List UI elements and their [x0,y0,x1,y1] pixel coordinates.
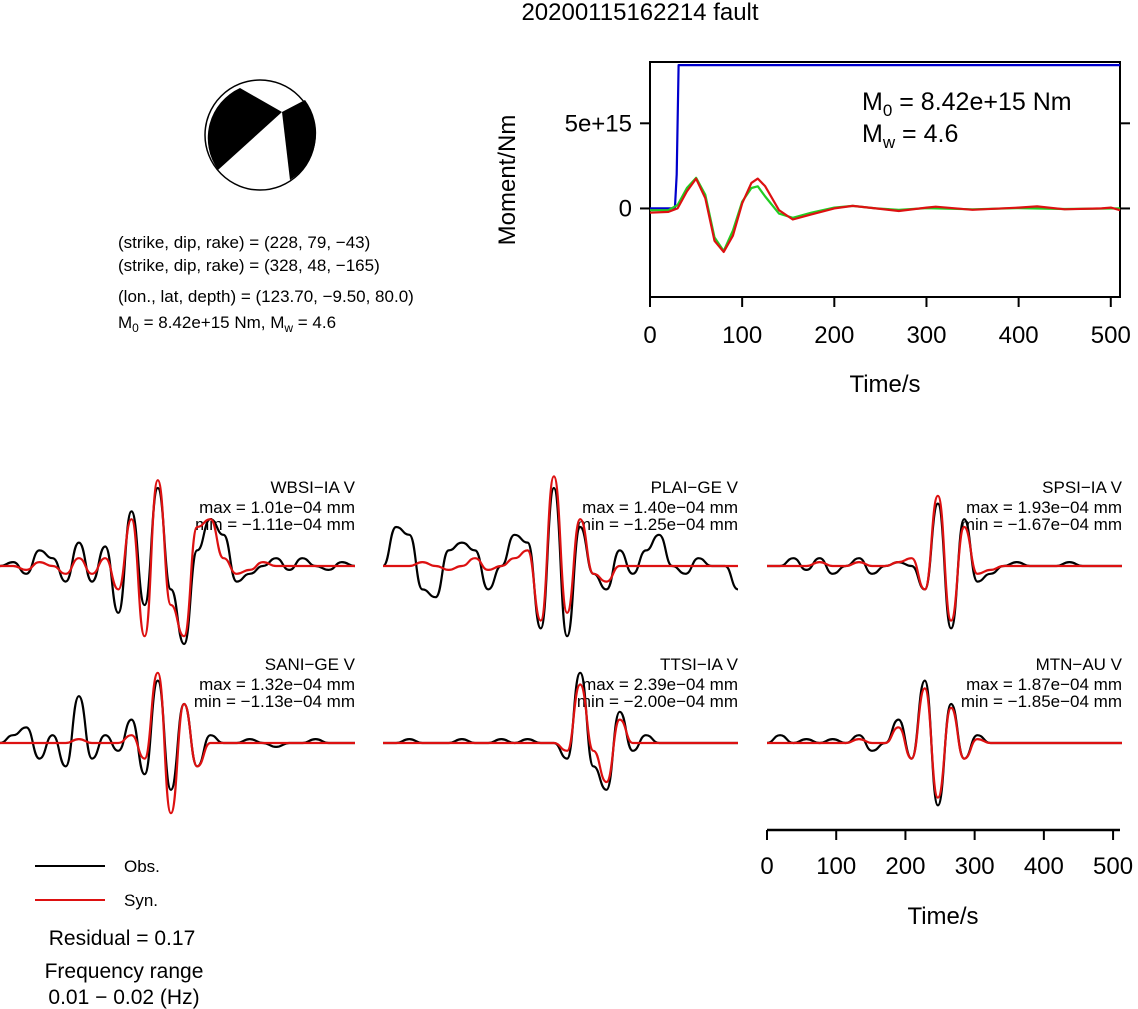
moment-lines [649,63,1121,253]
moment-m0-annotation: M0 = 8.42e+15 Nm [862,88,1072,120]
station-min: min = −2.00e−04 mm [577,692,738,711]
waveform-time-axis: 0 100 200 300 400 500 [760,828,1133,880]
station-label: TTSI−IA V [660,655,739,674]
synthetic-waveform [767,687,1122,799]
synthetic-waveform [383,683,738,784]
station-label: PLAI−GE V [651,478,739,497]
moment-ytick-label: 5e+15 [565,110,632,137]
waveform-xtick-label: 200 [885,853,925,880]
frequency-range-title: Frequency range [45,960,204,983]
synthetic-waveform [0,671,355,815]
moment-xtick-label: 0 [643,322,656,349]
moment-xtick-label: 100 [722,322,762,349]
magnitude-info: M0 = 8.42e+15 Nm, Mw = 4.6 [118,313,336,335]
synthetic-waveform [0,479,355,638]
waveform-xlabel: Time/s [907,903,978,930]
station-min: min = −1.13e−04 mm [194,692,355,711]
station-label: WBSI−IA V [270,478,355,497]
moment-xtick-label: 500 [1091,322,1131,349]
residual-label: Residual = 0.17 [49,927,196,950]
frequency-range-value: 0.01 − 0.02 (Hz) [48,986,199,1009]
moment-xtick-label: 300 [906,322,946,349]
beachball [204,79,317,191]
nodal-plane-1: (strike, dip, rake) = (228, 79, −43) [118,233,370,252]
moment-mw-annotation: Mw = 4.6 [862,120,958,152]
legend-syn-label: Syn. [124,891,158,910]
station-min: min = −1.67e−04 mm [961,515,1122,534]
moment-axes: 0 100 200 300 400 500 0 5e+15 [565,110,1131,349]
station-max: max = 1.93e−04 mm [966,498,1122,517]
station-max: max = 1.01e−04 mm [199,498,355,517]
moment-xtick-label: 400 [999,322,1039,349]
synthetic-waveform [766,494,1122,622]
station-min: min = −1.25e−04 mm [577,515,738,534]
station-label: MTN−AU V [1036,655,1123,674]
station-max: max = 1.87e−04 mm [966,675,1122,694]
waveform-xtick-label: 0 [760,853,773,880]
moment-ylabel: Moment/Nm [494,115,521,246]
station-label: SANI−GE V [265,655,356,674]
moment-function-line [650,63,1120,210]
moment-red-line [649,177,1121,253]
moment-ytick-label: 0 [619,195,632,222]
hypocenter-info: (lon., lat, depth) = (123.70, −9.50, 80.… [118,287,414,306]
station-max: max = 1.32e−04 mm [199,675,355,694]
moment-green-line [650,176,1121,253]
moment-xlabel: Time/s [849,371,920,398]
waveform-xtick-label: 400 [1024,853,1064,880]
observed-waveform [0,486,356,646]
beachball-quadrant-left [207,88,282,170]
legend-obs-label: Obs. [124,857,160,876]
station-min: min = −1.85e−04 mm [961,692,1122,711]
synthetic-waveform [382,475,738,622]
station-min: min = −1.11e−04 mm [195,515,355,534]
waveform-xtick-label: 500 [1093,853,1133,880]
moment-xtick-label: 200 [814,322,854,349]
waveform-xtick-label: 300 [955,853,995,880]
legend: Obs. Syn. [35,857,160,910]
station-max: max = 1.40e−04 mm [582,498,738,517]
waveform-xtick-label: 100 [816,853,856,880]
station-max: max = 2.39e−04 mm [582,675,738,694]
nodal-plane-2: (strike, dip, rake) = (328, 48, −165) [118,256,380,275]
station-label: SPSI−IA V [1042,478,1123,497]
moment-plot-frame [649,61,1121,298]
figure-title: 20200115162214 fault [521,0,758,26]
beachball-quadrant-right [282,100,317,180]
